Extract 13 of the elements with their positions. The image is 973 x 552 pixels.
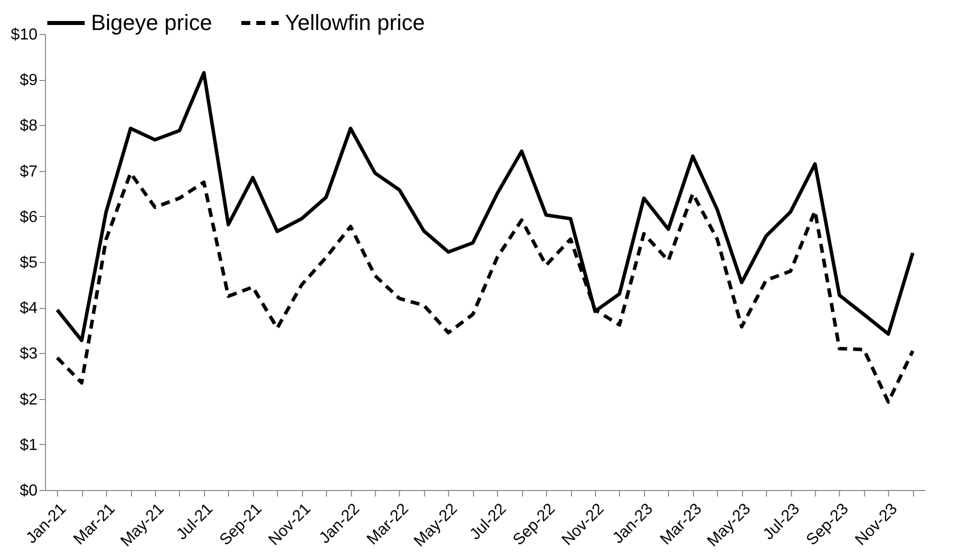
y-tick-label: $5 — [20, 254, 38, 272]
y-tick-label: $10 — [10, 26, 38, 44]
y-tick-label: $1 — [20, 436, 38, 454]
y-tick-label: $8 — [20, 118, 38, 135]
y-tick-label: $4 — [20, 300, 38, 318]
legend-label: Bigeye price — [91, 10, 212, 35]
legend-label: Yellowfin price — [285, 10, 425, 35]
y-tick-label: $3 — [20, 346, 38, 363]
y-tick-label: $6 — [20, 208, 38, 226]
y-tick-label: $9 — [20, 72, 38, 90]
y-tick-label: $0 — [20, 482, 38, 500]
y-tick-label: $2 — [20, 391, 38, 408]
y-tick-label: $7 — [20, 163, 38, 180]
